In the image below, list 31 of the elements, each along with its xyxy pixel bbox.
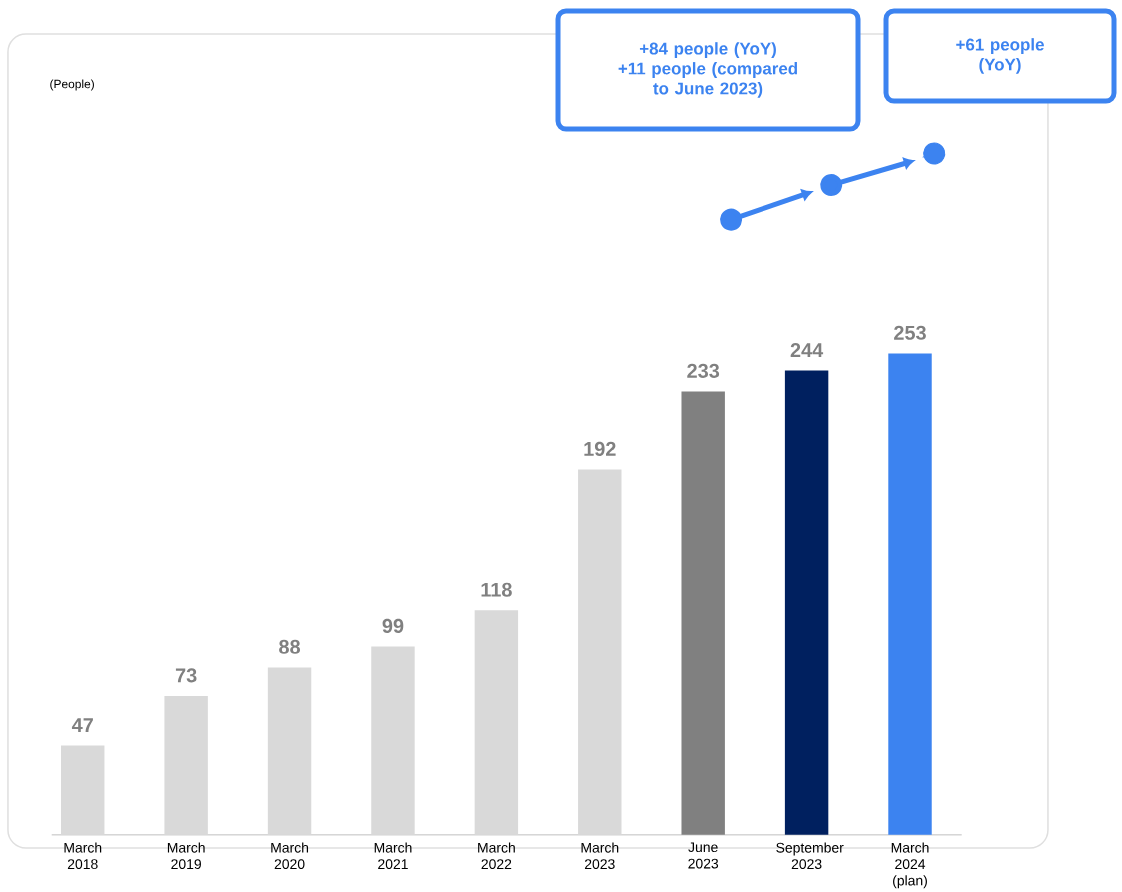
bar [681,391,725,836]
bar [888,353,932,836]
bar [784,370,829,836]
data-label: 253 [894,325,926,341]
x-tick-label: March 2024 (plan) [891,842,929,889]
bar [61,745,105,836]
x-tick-label: March 2019 [167,842,205,870]
data-label: 99 [382,619,404,634]
x-tick-label: June 2023 [688,842,719,869]
text: (People) [50,79,94,91]
x-tick-label: March 2020 [271,842,309,870]
data-label: 244 [790,343,824,358]
bar [578,469,622,836]
x-tick-label: September 2023 [776,842,844,870]
bar [371,646,415,836]
text: +84 people (YoY) [639,42,776,59]
x-tick-label: March 2021 [374,842,412,870]
bar [267,667,312,836]
data-label: 192 [584,442,616,457]
data-label: 47 [71,718,93,733]
text: +11 people (compared to June 2023) [618,62,797,99]
data-label: 233 [687,363,720,379]
bar [164,696,208,836]
x-tick-label: March 2018 [64,842,102,870]
text: +61 people (YoY) [956,38,1044,75]
x-tick-label: March 2023 [581,842,619,870]
data-label: 118 [481,582,512,597]
x-tick-label: March 2022 [478,842,515,870]
data-label: 88 [279,639,301,655]
data-label: 73 [175,668,197,683]
bar [474,610,519,836]
